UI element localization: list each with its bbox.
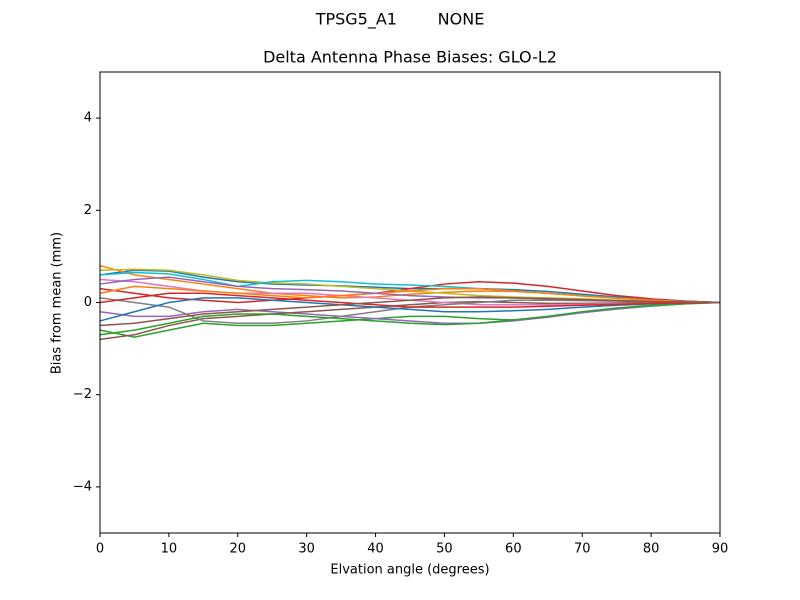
x-tick-label: 70: [574, 542, 591, 557]
chart-title: Delta Antenna Phase Biases: GLO-L2: [263, 48, 557, 67]
series-line: [99, 300, 720, 341]
series-line: [99, 285, 721, 304]
series-line: [99, 292, 721, 308]
suptitle: TPSG5_A1 NONE: [315, 10, 485, 30]
y-tick-label: −2: [73, 387, 92, 402]
series-line: [99, 301, 721, 324]
x-tick-label: 20: [230, 542, 247, 557]
x-tick-label: 90: [712, 542, 729, 557]
series-line: [99, 297, 721, 322]
x-tick-label: 0: [96, 542, 104, 557]
x-tick-label: 10: [161, 542, 178, 557]
y-tick-label: 2: [84, 203, 92, 218]
y-tick-label: 4: [84, 111, 92, 126]
y-axis-label: Bias from mean (mm): [50, 232, 65, 374]
series-line: [99, 296, 721, 327]
x-tick-label: 60: [505, 542, 522, 557]
x-tick-label: 30: [298, 542, 315, 557]
x-tick-label: 50: [436, 542, 453, 557]
plot-frame: [99, 71, 721, 534]
y-tick-label: −4: [73, 479, 92, 494]
x-tick-label: 80: [643, 542, 660, 557]
series-line: [99, 301, 721, 336]
x-axis-label: Elvation angle (degrees): [330, 563, 489, 578]
x-tick-label: 40: [367, 542, 384, 557]
y-tick-label: 0: [84, 295, 92, 310]
series-line: [99, 281, 721, 304]
